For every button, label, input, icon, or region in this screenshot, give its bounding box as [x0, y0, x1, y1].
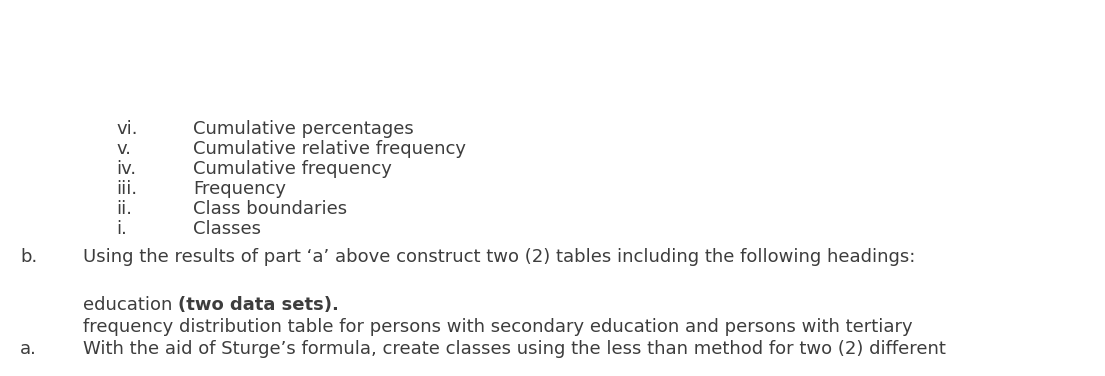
Text: frequency distribution table for persons with secondary education and persons wi: frequency distribution table for persons…	[83, 318, 913, 336]
Text: Cumulative frequency: Cumulative frequency	[193, 160, 392, 178]
Text: Using the results of part ‘a’ above construct two (2) tables including the follo: Using the results of part ‘a’ above cons…	[83, 248, 915, 266]
Text: Classes: Classes	[193, 220, 262, 238]
Text: education: education	[83, 296, 178, 314]
Text: i.: i.	[116, 220, 127, 238]
Text: iii.: iii.	[116, 180, 137, 198]
Text: Cumulative relative frequency: Cumulative relative frequency	[193, 140, 466, 158]
Text: Cumulative percentages: Cumulative percentages	[193, 120, 414, 138]
Text: vi.: vi.	[116, 120, 137, 138]
Text: Frequency: Frequency	[193, 180, 286, 198]
Text: iv.: iv.	[116, 160, 136, 178]
Text: ii.: ii.	[116, 200, 131, 218]
Text: a.: a.	[20, 340, 36, 358]
Text: v.: v.	[116, 140, 131, 158]
Text: With the aid of Sturge’s formula, create classes using the less than method for : With the aid of Sturge’s formula, create…	[83, 340, 946, 358]
Text: (two data sets).: (two data sets).	[178, 296, 339, 314]
Text: b.: b.	[20, 248, 38, 266]
Text: Class boundaries: Class boundaries	[193, 200, 347, 218]
